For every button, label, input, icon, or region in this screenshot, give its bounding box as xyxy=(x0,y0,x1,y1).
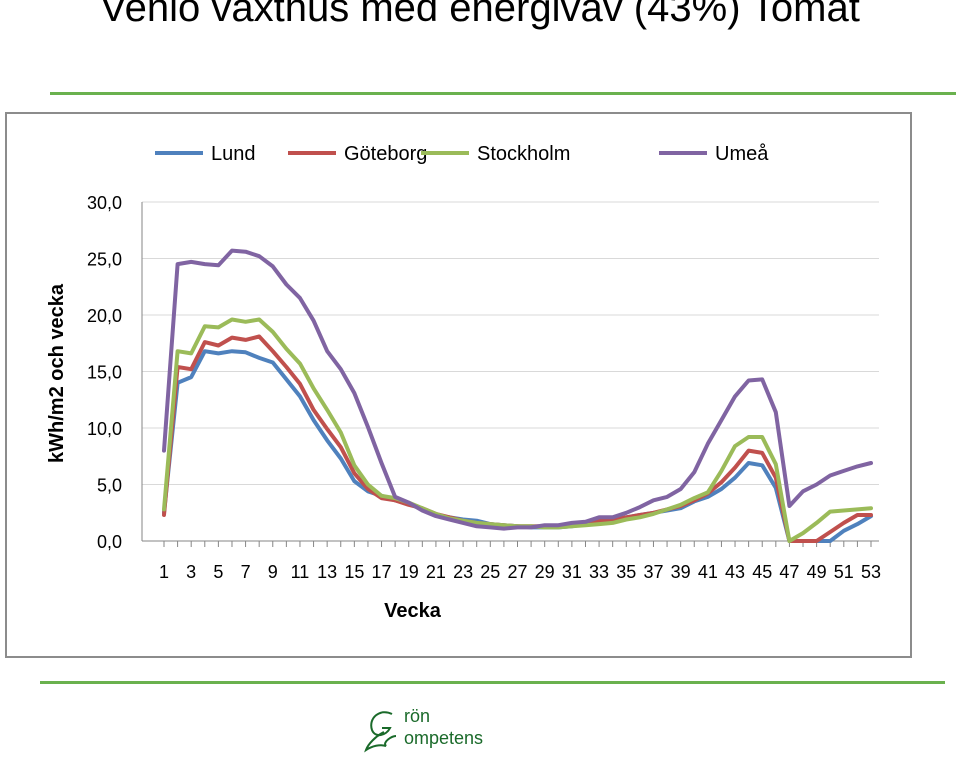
logo-line-2: ompetens xyxy=(404,728,484,748)
y-tick-label: 30,0 xyxy=(87,193,122,213)
x-tick-label: 39 xyxy=(671,562,691,582)
x-tick-label: 31 xyxy=(562,562,582,582)
x-tick-label: 21 xyxy=(426,562,446,582)
x-tick-label: 25 xyxy=(480,562,500,582)
x-tick-label: 19 xyxy=(399,562,419,582)
x-tick-label: 43 xyxy=(725,562,745,582)
x-tick-label: 5 xyxy=(213,562,223,582)
x-tick-label: 1 xyxy=(159,562,169,582)
line-chart: 0,05,010,015,020,025,030,01 3 5 7 9 11 13 15 17 1… xyxy=(46,143,881,622)
x-tick-label: 15 xyxy=(344,562,364,582)
x-tick-label: 47 xyxy=(779,562,799,582)
legend-label: Lund xyxy=(211,143,256,165)
x-tick-label: 3 xyxy=(186,562,196,582)
y-tick-label: 20,0 xyxy=(87,306,122,326)
x-tick-label: 23 xyxy=(453,562,473,582)
chart-frame: 0,0 5,0 10,0 15,0 20,0 25,0 30,0 1 3 5 7 9 11 13 15 17 1… xyxy=(5,112,912,658)
x-tick-label: 17 xyxy=(372,562,392,582)
x-tick-label: 9 xyxy=(268,562,278,582)
y-tick-label: 5,0 xyxy=(97,476,122,496)
x-tick-label: 7 xyxy=(241,562,251,582)
x-tick-label: 29 xyxy=(535,562,555,582)
y-tick-label: 15,0 xyxy=(87,363,122,383)
series-line-umeå xyxy=(162,248,873,531)
y-axis-label: kWh/m2 och vecka xyxy=(46,283,68,463)
logo-swirl-icon xyxy=(364,711,397,753)
x-tick-label: 33 xyxy=(589,562,609,582)
legend-label: Göteborg xyxy=(344,143,427,165)
y-tick-label: 10,0 xyxy=(87,419,122,439)
bottom-divider xyxy=(40,681,945,684)
x-axis-label: Vecka xyxy=(384,600,442,622)
x-tick-label: 13 xyxy=(317,562,337,582)
x-tick-label: 49 xyxy=(807,562,827,582)
x-tick-label: 51 xyxy=(834,562,854,582)
x-tick-label: 27 xyxy=(507,562,527,582)
top-divider xyxy=(50,92,956,95)
x-tick-label: 53 xyxy=(861,562,881,582)
slide-title: Venlo växthus med energiväv (43%) Tomat xyxy=(100,0,860,30)
series-line-stockholm xyxy=(162,317,873,543)
gron-kompetens-logo: rön ompetens xyxy=(362,706,512,756)
logo-line-1: rön xyxy=(404,706,431,726)
y-tick-label: 25,0 xyxy=(87,250,122,270)
legend-label: Stockholm xyxy=(477,143,570,165)
legend-label: Umeå xyxy=(715,143,769,165)
y-tick-label: 0,0 xyxy=(97,532,122,552)
x-tick-label: 11 xyxy=(291,562,310,582)
x-tick-label: 45 xyxy=(752,562,772,582)
x-tick-label: 37 xyxy=(643,562,663,582)
x-tick-label: 41 xyxy=(698,562,718,582)
x-tick-label: 35 xyxy=(616,562,636,582)
